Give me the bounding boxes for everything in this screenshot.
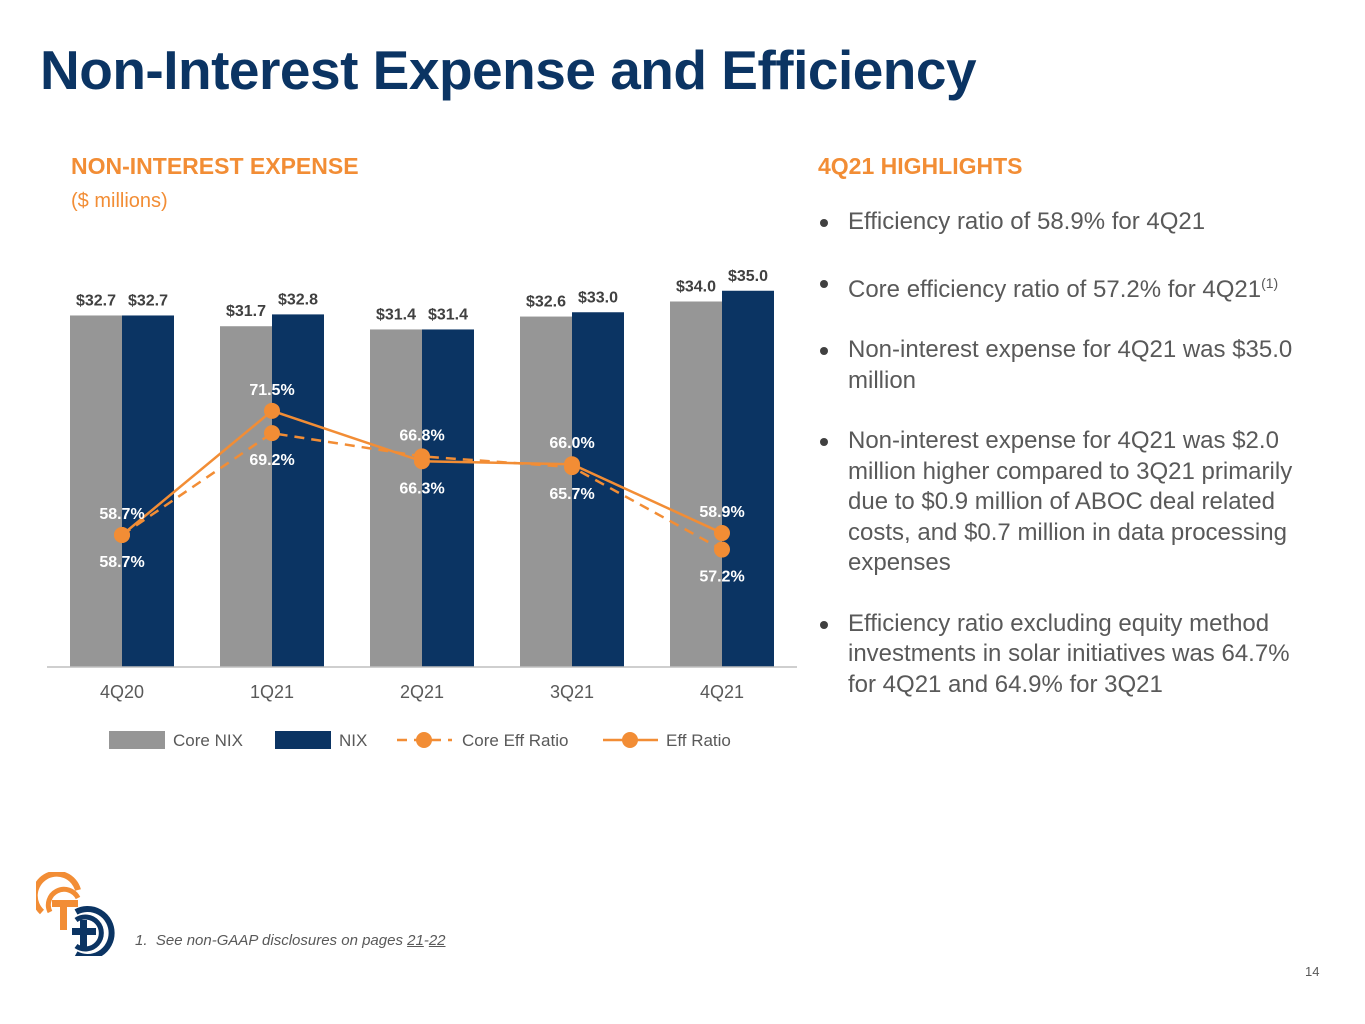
chart-heading: NON-INTEREST EXPENSE xyxy=(71,153,359,179)
legend-label: Core Eff Ratio xyxy=(462,731,568,750)
ratio-label: 58.7% xyxy=(99,554,144,571)
line-point xyxy=(714,525,730,542)
bar-value-label: $31.4 xyxy=(428,306,468,323)
legend-swatch-nix xyxy=(275,731,331,749)
ratio-label: 66.8% xyxy=(399,427,444,444)
highlight-item: Non-interest expense for 4Q21 was $2.0 m… xyxy=(818,426,1318,579)
x-tick-label: 4Q21 xyxy=(700,682,744,702)
bar-value-label: $32.7 xyxy=(128,292,168,309)
legend-swatch-core-nix xyxy=(109,731,165,749)
bar-value-label: $31.7 xyxy=(226,303,266,320)
highlights-list: Efficiency ratio of 58.9% for 4Q21 Core … xyxy=(818,207,1318,730)
highlight-item: Efficiency ratio excluding equity method… xyxy=(818,609,1318,701)
highlight-item: Non-interest expense for 4Q21 was $35.0 … xyxy=(818,335,1318,396)
ratio-label: 71.5% xyxy=(249,382,294,399)
ratio-label: 69.2% xyxy=(249,452,294,469)
ratio-label: 66.3% xyxy=(399,480,444,497)
non-interest-expense-chart: $32.7 $32.7 4Q20 $31.7 $32.8 1Q21 $31.4 $31.4 2Q… xyxy=(47,268,797,750)
line-point xyxy=(264,402,280,419)
bar-core-nix xyxy=(220,326,272,667)
x-tick-label: 3Q21 xyxy=(550,682,594,702)
bar-nix xyxy=(272,314,324,667)
footnote-page-link[interactable]: 22 xyxy=(428,932,446,949)
highlights-heading: 4Q21 HIGHLIGHTS xyxy=(818,153,1023,179)
bar-value-label: $35.0 xyxy=(728,268,768,285)
company-logo-icon xyxy=(36,872,115,956)
bar-nix xyxy=(122,315,174,667)
highlight-item: Core efficiency ratio of 57.2% for 4Q21(… xyxy=(818,268,1318,306)
page-number: 14 xyxy=(1305,964,1320,979)
legend-label: Eff Ratio xyxy=(666,731,731,750)
chart-units: ($ millions) xyxy=(71,190,168,212)
ratio-label: 57.2% xyxy=(699,569,744,586)
bar-value-label: $32.7 xyxy=(76,292,116,309)
bar-core-nix xyxy=(370,329,422,667)
bar-core-nix xyxy=(670,301,722,667)
x-tick-label: 2Q21 xyxy=(400,682,444,702)
line-point xyxy=(414,453,430,470)
bar-value-label: $33.0 xyxy=(578,289,618,306)
bar-value-label: $34.0 xyxy=(676,279,716,296)
ratio-label: 66.0% xyxy=(549,435,594,452)
footnote-text: See non-GAAP disclosures on pages xyxy=(155,932,403,949)
bar-value-label: $32.6 xyxy=(526,294,566,311)
footnote-page-link[interactable]: 21 xyxy=(407,932,424,949)
highlight-item: Efficiency ratio of 58.9% for 4Q21 xyxy=(818,207,1318,238)
footnote-marker: 1. xyxy=(135,932,148,949)
line-core-eff-ratio xyxy=(121,431,723,551)
footnote-ref: (1) xyxy=(1261,274,1279,291)
line-point xyxy=(264,425,280,442)
line-point xyxy=(564,456,580,473)
line-point xyxy=(714,541,730,558)
footnote: 1. See non-GAAP disclosures on pages 21-… xyxy=(135,932,446,949)
bar-core-nix xyxy=(70,315,122,667)
page-title: Non-Interest Expense and Efficiency xyxy=(40,39,977,101)
x-tick-label: 4Q20 xyxy=(100,682,144,702)
bar-value-label: $32.8 xyxy=(278,291,318,308)
bar-nix xyxy=(722,290,774,667)
bar-core-nix xyxy=(520,316,572,667)
legend-marker xyxy=(416,732,432,748)
bar-value-label: $31.4 xyxy=(376,306,416,323)
bar-nix xyxy=(422,329,474,667)
legend-label: Core NIX xyxy=(173,731,243,750)
line-point xyxy=(114,527,130,543)
x-tick-label: 1Q21 xyxy=(250,682,294,702)
ratio-label: 58.7% xyxy=(99,506,144,523)
ratio-label: 58.9% xyxy=(699,504,744,521)
ratio-label: 65.7% xyxy=(549,486,594,503)
legend-label: NIX xyxy=(339,731,367,750)
legend-marker xyxy=(622,732,638,748)
